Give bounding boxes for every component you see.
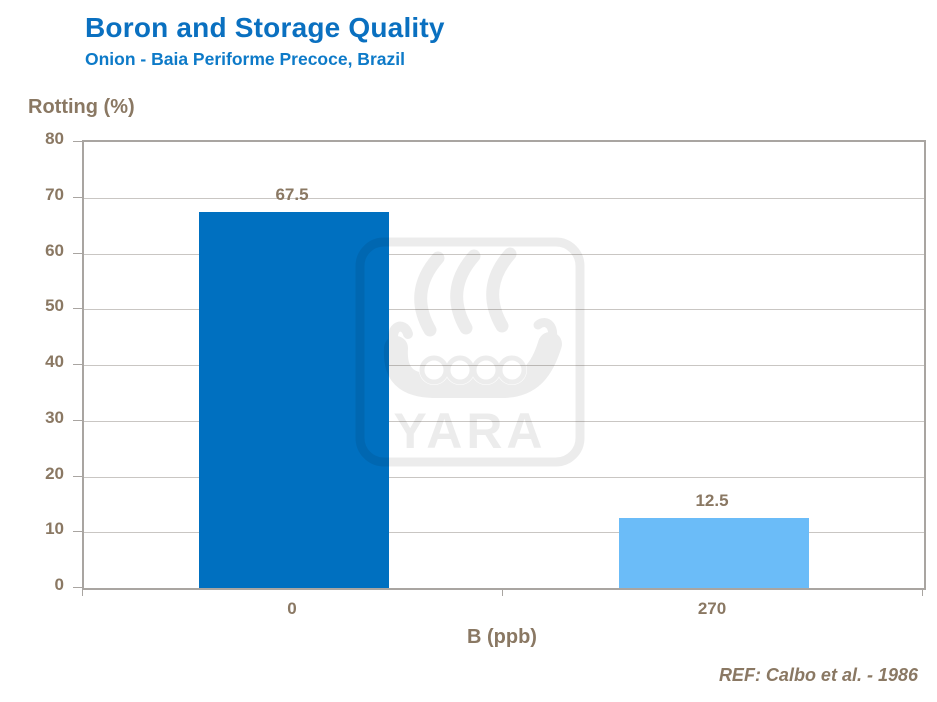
bar-value-label-270: 12.5 — [695, 491, 729, 511]
gridline-10 — [84, 532, 924, 534]
y-tick-label-30: 30 — [45, 407, 64, 427]
x-axis-title: B (ppb) — [467, 626, 537, 648]
watermark-text: YARA — [393, 403, 546, 459]
gridline-20 — [84, 476, 924, 478]
y-tick-label-0: 0 — [54, 575, 64, 594]
ship-shields-icon — [419, 355, 527, 385]
plot-area: YARA — [82, 140, 926, 590]
gridline-30 — [84, 420, 924, 422]
gridline-70 — [84, 197, 924, 199]
bar-value-label-0: 67.5 — [275, 184, 309, 204]
y-tick-label-80: 80 — [45, 129, 64, 148]
y-tick-mark-60 — [73, 252, 82, 254]
gridline-60 — [84, 253, 924, 255]
y-tick-label-40: 40 — [45, 352, 64, 371]
gridline-50 — [84, 309, 924, 311]
x-axis-tick-1 — [502, 588, 503, 596]
reference-text: REF: Calbo et al. - 1986 — [718, 665, 918, 685]
y-tick-mark-0 — [73, 587, 82, 588]
chart-title: Boron and Storage Quality — [85, 12, 445, 43]
y-tick-label-60: 60 — [45, 240, 64, 260]
y-tick-mark-40 — [73, 364, 82, 365]
y-tick-mark-20 — [73, 475, 82, 477]
y-tick-mark-50 — [73, 308, 82, 310]
x-axis-tick-2 — [922, 588, 923, 596]
y-tick-label-70: 70 — [45, 184, 64, 204]
gridline-40 — [84, 365, 924, 366]
y-tick-mark-10 — [73, 531, 82, 533]
bar-0-ppb — [199, 211, 389, 588]
y-axis-title: Rotting (%) — [28, 96, 135, 118]
x-tick-label-270: 270 — [697, 599, 727, 618]
bar-270-ppb — [619, 518, 809, 588]
viking-ship-icon — [355, 237, 585, 467]
x-axis-tick-0 — [82, 588, 83, 596]
y-tick-mark-70 — [73, 196, 82, 198]
y-tick-mark-80 — [73, 141, 82, 142]
y-tick-mark-30 — [73, 419, 82, 421]
y-tick-label-20: 20 — [45, 463, 64, 483]
y-tick-label-10: 10 — [45, 519, 64, 539]
x-tick-label-0: 0 — [287, 599, 297, 618]
chart-subtitle: Onion - Baia Periforme Precoce, Brazil — [85, 49, 405, 69]
y-tick-label-50: 50 — [45, 296, 64, 316]
